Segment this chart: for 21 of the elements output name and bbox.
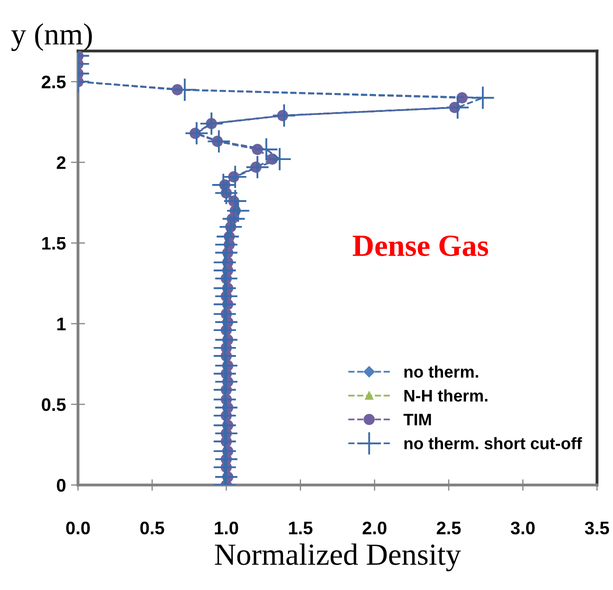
y-tick-label: 0.5 bbox=[42, 398, 66, 412]
y-tick-label: 2 bbox=[56, 156, 66, 169]
y-tick-label: 0 bbox=[56, 478, 66, 492]
y-tick-label: 1 bbox=[57, 318, 66, 330]
x-tick-label: 1.0 bbox=[214, 522, 238, 534]
y-axis-title: y (nm) bbox=[11, 23, 92, 51]
x-tick-label: 1.5 bbox=[289, 522, 312, 534]
y-tick-label: 1.5 bbox=[42, 237, 66, 250]
legend-label: no therm. short cut-off bbox=[404, 437, 582, 450]
x-axis-title: Normalized Density bbox=[214, 544, 461, 572]
x-tick-label: 3.5 bbox=[584, 522, 610, 534]
legend-label: no therm. bbox=[404, 365, 478, 378]
x-tick-label: 2.5 bbox=[436, 522, 461, 534]
annotation: Dense Gas bbox=[352, 236, 488, 256]
legend-label: TIM bbox=[404, 414, 431, 426]
x-tick-label: 3.0 bbox=[510, 522, 535, 534]
x-tick-label: 0.5 bbox=[140, 522, 164, 534]
legend-label: N-H therm. bbox=[404, 389, 488, 402]
x-tick-label: 2.0 bbox=[362, 522, 386, 534]
y-tick-label: 2.5 bbox=[42, 76, 66, 88]
x-tick-label: 0.0 bbox=[66, 522, 90, 534]
